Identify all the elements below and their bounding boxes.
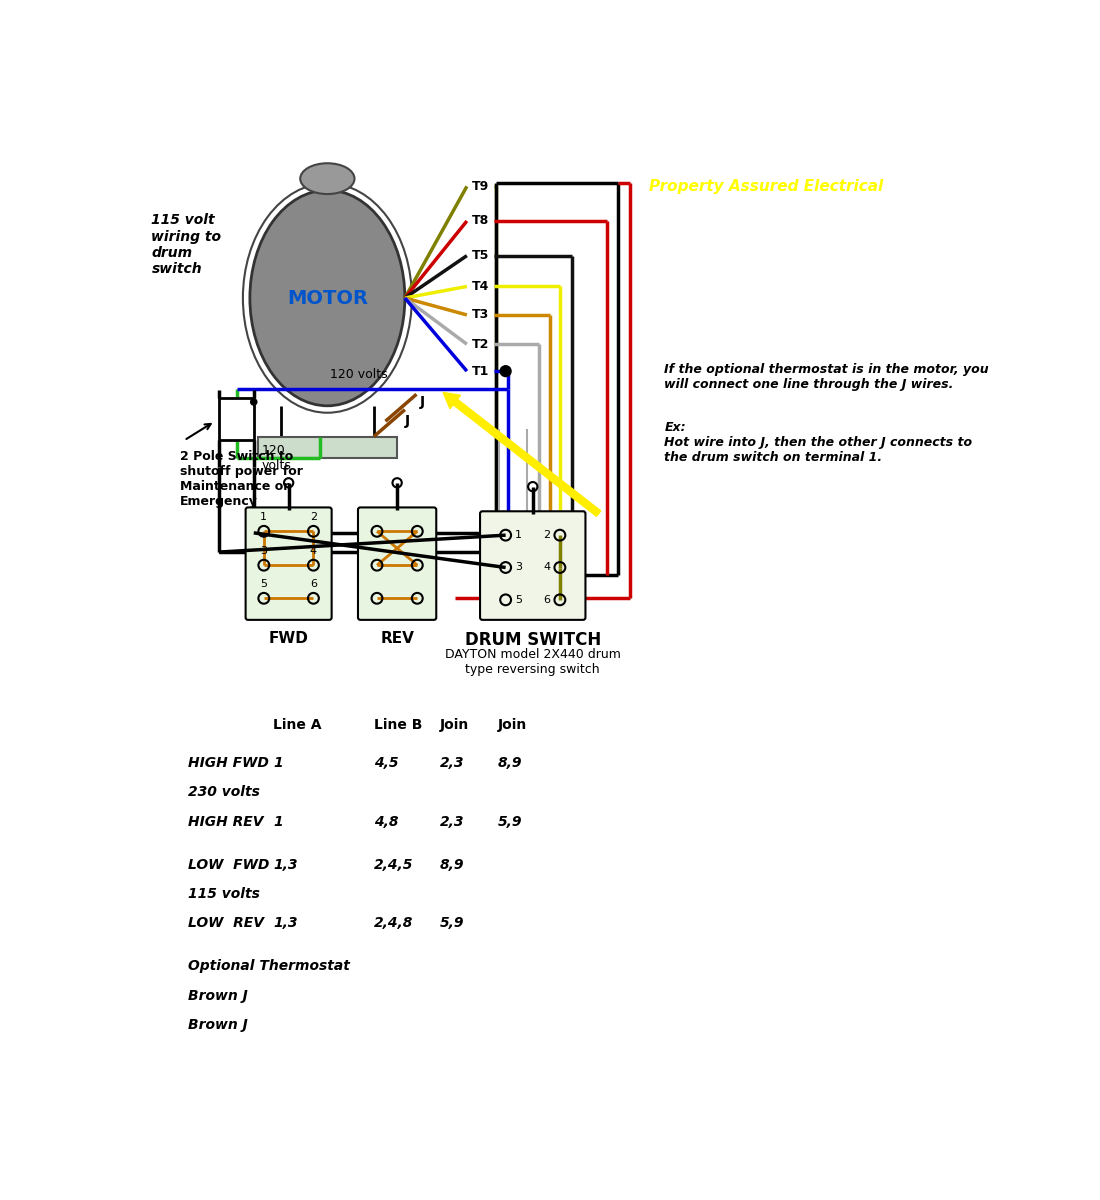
FancyBboxPatch shape bbox=[245, 508, 331, 620]
Text: HIGH FWD: HIGH FWD bbox=[188, 756, 268, 770]
Ellipse shape bbox=[300, 163, 354, 194]
Text: 120 volts: 120 volts bbox=[330, 368, 387, 382]
Text: 5: 5 bbox=[261, 580, 267, 589]
Text: 6: 6 bbox=[310, 580, 317, 589]
Text: 8,9: 8,9 bbox=[440, 858, 464, 871]
Text: 2,3: 2,3 bbox=[440, 815, 464, 829]
Text: 5,9: 5,9 bbox=[440, 917, 464, 930]
Text: 4,5: 4,5 bbox=[374, 756, 398, 770]
Text: 1,3: 1,3 bbox=[273, 917, 298, 930]
Text: J: J bbox=[420, 395, 426, 409]
Bar bbox=[219, 398, 254, 440]
Text: 1: 1 bbox=[273, 815, 283, 829]
Text: Line B: Line B bbox=[374, 718, 422, 732]
Text: Line A: Line A bbox=[273, 718, 321, 732]
Text: J: J bbox=[405, 414, 410, 428]
Text: LOW  REV: LOW REV bbox=[188, 917, 264, 930]
Text: 4: 4 bbox=[543, 563, 551, 572]
Text: Brown J: Brown J bbox=[188, 989, 248, 1003]
Text: 5: 5 bbox=[515, 595, 521, 605]
Text: 5,9: 5,9 bbox=[498, 815, 522, 829]
Text: If the optional thermostat is in the motor, you
will connect one line through th: If the optional thermostat is in the mot… bbox=[664, 364, 989, 391]
Text: HIGH REV: HIGH REV bbox=[188, 815, 263, 829]
Text: 2,4,8: 2,4,8 bbox=[374, 917, 414, 930]
Text: T1: T1 bbox=[472, 365, 490, 378]
Text: 120
volts: 120 volts bbox=[262, 444, 292, 473]
Text: 3: 3 bbox=[515, 563, 521, 572]
Text: 4: 4 bbox=[310, 546, 317, 556]
Text: T4: T4 bbox=[472, 280, 490, 293]
Text: 4,8: 4,8 bbox=[374, 815, 398, 829]
Text: DAYTON model 2X440 drum
type reversing switch: DAYTON model 2X440 drum type reversing s… bbox=[444, 648, 620, 677]
Text: 3: 3 bbox=[261, 546, 267, 556]
Text: Optional Thermostat: Optional Thermostat bbox=[188, 960, 350, 973]
Ellipse shape bbox=[250, 190, 405, 406]
Text: 1,3: 1,3 bbox=[273, 858, 298, 871]
Bar bbox=[257, 437, 397, 458]
FancyBboxPatch shape bbox=[480, 511, 585, 620]
Text: 2,4,5: 2,4,5 bbox=[374, 858, 414, 871]
Text: Ex:
Hot wire into J, then the other J connects to
the drum switch on terminal 1.: Ex: Hot wire into J, then the other J co… bbox=[664, 421, 972, 464]
Circle shape bbox=[251, 398, 257, 406]
Text: 1: 1 bbox=[515, 530, 521, 540]
Text: 2 Pole Switch to
shutoff power for
Maintenance or
Emergency: 2 Pole Switch to shutoff power for Maint… bbox=[180, 450, 302, 509]
Text: Join: Join bbox=[498, 718, 527, 732]
Text: T5: T5 bbox=[472, 250, 490, 262]
Text: 2: 2 bbox=[543, 530, 551, 540]
FancyBboxPatch shape bbox=[358, 508, 437, 620]
Text: 2,3: 2,3 bbox=[440, 756, 464, 770]
Text: DRUM SWITCH: DRUM SWITCH bbox=[464, 631, 601, 649]
Text: LOW  FWD: LOW FWD bbox=[188, 858, 270, 871]
Text: 1: 1 bbox=[261, 512, 267, 522]
Text: REV: REV bbox=[381, 631, 414, 647]
Text: 1: 1 bbox=[273, 756, 283, 770]
Text: T9: T9 bbox=[472, 180, 490, 193]
Text: 6: 6 bbox=[543, 595, 551, 605]
Text: Property Assured Electrical: Property Assured Electrical bbox=[649, 179, 883, 193]
Text: T8: T8 bbox=[472, 215, 490, 228]
Text: 115 volts: 115 volts bbox=[188, 887, 260, 901]
FancyArrow shape bbox=[443, 392, 601, 516]
Text: Join: Join bbox=[440, 718, 469, 732]
Text: T3: T3 bbox=[472, 308, 490, 322]
Text: 230 volts: 230 volts bbox=[188, 786, 260, 799]
Text: MOTOR: MOTOR bbox=[287, 288, 367, 307]
Circle shape bbox=[500, 366, 512, 377]
Text: 2: 2 bbox=[310, 512, 317, 522]
Text: FWD: FWD bbox=[268, 631, 309, 647]
Text: Brown J: Brown J bbox=[188, 1018, 248, 1032]
Text: 115 volt
wiring to
drum
switch: 115 volt wiring to drum switch bbox=[152, 214, 221, 276]
Text: 8,9: 8,9 bbox=[498, 756, 522, 770]
Text: T2: T2 bbox=[472, 337, 490, 350]
